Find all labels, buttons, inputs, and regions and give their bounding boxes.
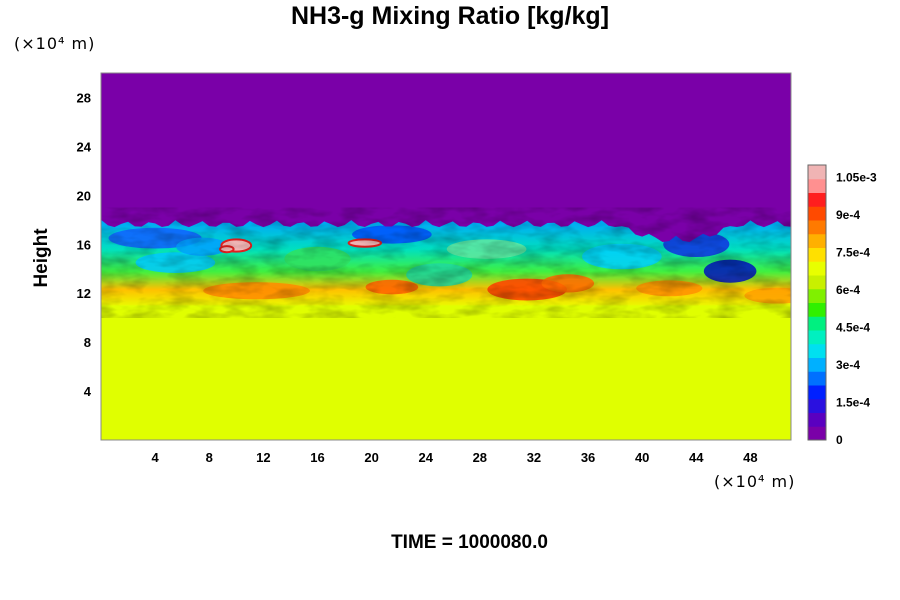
x-tick-label: 24: [418, 450, 433, 465]
x-tick-label: 4: [152, 450, 160, 465]
x-axis-unit: (×10⁴ m): [714, 472, 796, 491]
colorbar-swatch: [808, 398, 826, 413]
plot-frame: [100, 72, 792, 441]
colorbar-swatch: [808, 426, 826, 441]
x-tick-label: 44: [689, 450, 704, 465]
colorbar-frame: [807, 164, 827, 441]
y-tick-label: 8: [84, 335, 91, 350]
colorbar-tick-label: 9e-4: [836, 208, 860, 222]
colorbar-tick-label: 4.5e-4: [836, 321, 870, 335]
colorbar-tick-label: 1.05e-3: [836, 171, 877, 185]
colorbar-swatch: [808, 178, 826, 193]
y-axis-unit: (×10⁴ m): [14, 34, 96, 53]
colorbar-tick-label: 7.5e-4: [836, 246, 870, 260]
colorbar-swatch: [808, 343, 826, 358]
colorbar-swatch: [808, 275, 826, 290]
x-tick-label: 12: [256, 450, 270, 465]
colorbar-tick-label: 1.5e-4: [836, 396, 870, 410]
colorbar-swatch: [808, 247, 826, 262]
y-tick-label: 20: [77, 188, 91, 203]
colorbar-swatch: [808, 385, 826, 400]
chart-title: NH3-g Mixing Ratio [kg/kg]: [290, 2, 610, 30]
colorbar-swatch: [808, 412, 826, 427]
x-tick-label: 36: [581, 450, 595, 465]
y-tick-label: 4: [84, 384, 92, 399]
colorbar-swatch: [808, 288, 826, 303]
band-texture: [101, 207, 791, 318]
x-tick-label: 8: [206, 450, 213, 465]
plot-area: [101, 73, 791, 440]
colorbar-swatch: [808, 220, 826, 235]
colorbar-swatch: [808, 192, 826, 207]
colorbar-swatch: [808, 165, 826, 180]
x-tick-label: 40: [635, 450, 649, 465]
colorbar-tick-label: 6e-4: [836, 283, 860, 297]
x-tick-label: 48: [743, 450, 757, 465]
colorbar-swatch: [808, 357, 826, 372]
x-tick-label: 16: [310, 450, 324, 465]
x-tick-label: 28: [473, 450, 487, 465]
y-tick-label: 24: [77, 139, 92, 154]
colorbar-swatch: [808, 371, 826, 386]
y-tick-label: 28: [77, 90, 91, 105]
x-tick-label: 20: [364, 450, 378, 465]
time-label: TIME = 1000080.0: [391, 532, 548, 553]
colorbar-swatch: [808, 330, 826, 345]
colorbar-swatch: [808, 233, 826, 248]
y-tick-label: 12: [77, 286, 91, 301]
colorbar: 0 1.5e-4 3e-4 4.5e-4 6e-4 7.5e-4 9e-4 1.05e-3: [807, 164, 877, 447]
region-lower: [101, 305, 791, 440]
colorbar-tick-label: 3e-4: [836, 358, 860, 372]
colorbar-swatch: [808, 302, 826, 317]
colorbar-swatch: [808, 261, 826, 276]
y-tick-label: 16: [77, 237, 91, 252]
colorbar-swatch: [808, 316, 826, 331]
colorbar-tick-label: 0: [836, 433, 843, 447]
colorbar-swatch: [808, 206, 826, 221]
region-upper: [101, 73, 791, 224]
x-tick-label: 32: [527, 450, 541, 465]
